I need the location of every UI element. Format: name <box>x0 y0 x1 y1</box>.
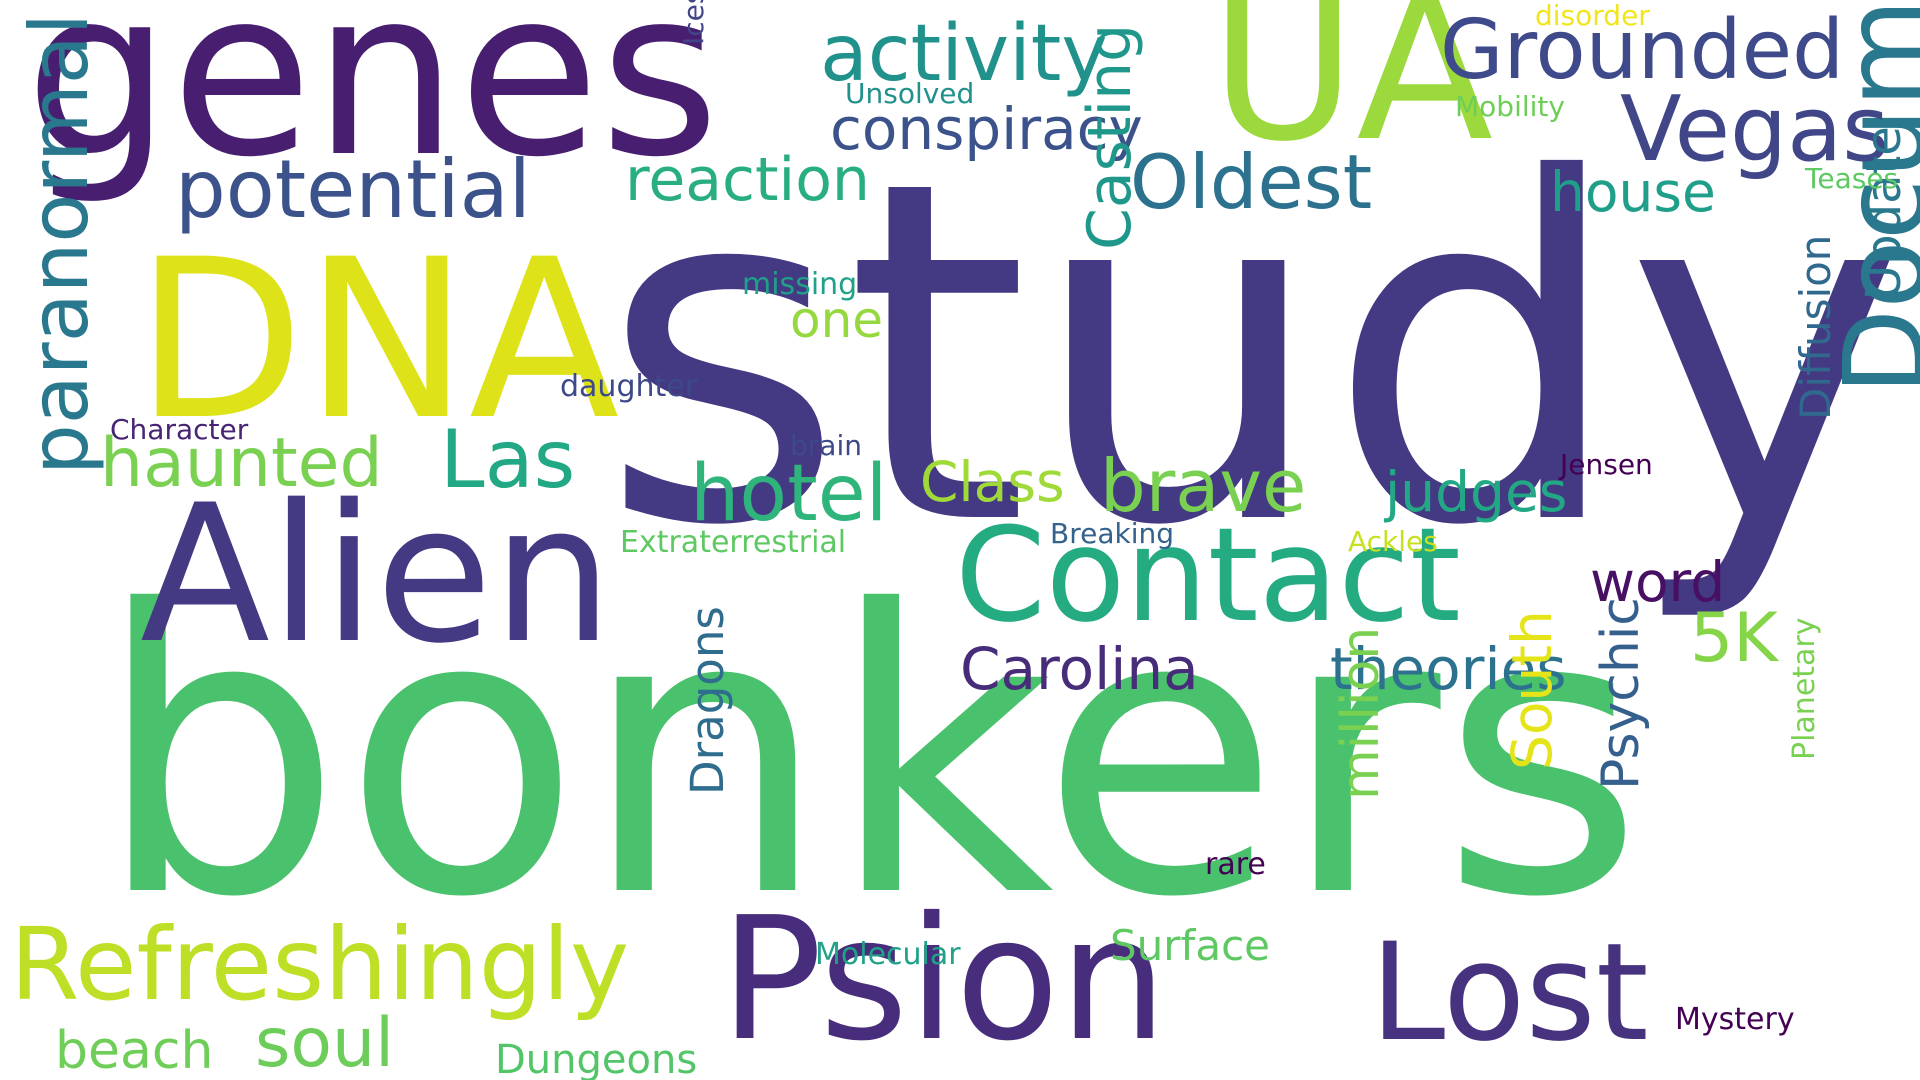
word-activity: activity <box>820 9 1108 99</box>
word-diffusion: Diffusion <box>1791 234 1840 420</box>
word-unsolved: Unsolved <box>845 77 975 110</box>
word-breaking: Breaking <box>1050 517 1175 550</box>
word-update: Update <box>1856 126 1912 300</box>
word-dna: DNA <box>135 212 620 468</box>
word-alien: Alien <box>140 464 613 685</box>
word-mystery: Mystery <box>1675 1002 1795 1037</box>
word-ices: Ices <box>677 0 710 45</box>
word-brave: brave <box>1100 444 1307 528</box>
word-theories: theories <box>1330 635 1567 703</box>
word-casting: Casting <box>1075 23 1145 250</box>
word-grounded: Grounded <box>1440 3 1845 98</box>
word-missing: missing <box>742 267 858 302</box>
word-haunted: haunted <box>100 424 383 503</box>
word-one: one <box>790 291 884 349</box>
word-study: study <box>600 81 1904 628</box>
word-ackles: Ackles <box>1348 525 1438 558</box>
word-contact: Contact <box>955 499 1461 651</box>
word-conspiracy: conspiracy <box>830 95 1143 163</box>
word-vegas: Vegas <box>1620 77 1890 182</box>
word-reaction: reaction <box>625 145 870 215</box>
word-hotel: hotel <box>690 449 888 539</box>
word-planetary: Planetary <box>1787 617 1822 760</box>
word-class: Class <box>920 450 1065 514</box>
word-paranormal: paranormal <box>13 12 106 475</box>
word-beach: beach <box>55 1021 214 1080</box>
word-south: South <box>1500 610 1564 770</box>
word-refreshingly: Refreshingly <box>10 906 630 1023</box>
word-potential: potential <box>175 143 531 236</box>
word-psion: Psion <box>720 881 1168 1079</box>
word-bonkers: bonkers <box>95 528 1644 982</box>
word-psychic: Psychic <box>1591 597 1651 790</box>
word-extraterrestrial: Extraterrestrial <box>620 525 847 560</box>
word-soul: soul <box>255 1004 395 1080</box>
word-genes: genes <box>25 0 720 208</box>
word-carolina: Carolina <box>960 635 1199 703</box>
word-character: Character <box>110 413 249 446</box>
word-jensen: Jensen <box>1560 448 1653 481</box>
word-dungeons: Dungeons <box>495 1037 698 1080</box>
word-disorder: disorder <box>1535 0 1650 32</box>
word-lost: Lost <box>1370 914 1649 1071</box>
word-rare: rare <box>1205 847 1266 882</box>
word-word: word <box>1590 550 1726 614</box>
word-daughter: daughter <box>560 369 698 404</box>
word-molecular: Molecular <box>815 937 961 972</box>
word-las: Las <box>440 413 576 506</box>
word-judges: judges <box>1385 460 1568 524</box>
word-ua: UA <box>1210 0 1494 186</box>
word-brain: brain <box>790 429 862 462</box>
word-teases: Teases <box>1805 162 1899 195</box>
word-5k: 5K <box>1690 599 1778 678</box>
word-house: house <box>1550 160 1716 224</box>
word-mobility: Mobility <box>1455 90 1565 123</box>
word-million: million <box>1331 626 1391 800</box>
word-dragons: Dragons <box>681 606 734 795</box>
word-surface: Surface <box>1110 921 1271 970</box>
word-oldest: Oldest <box>1130 138 1373 226</box>
